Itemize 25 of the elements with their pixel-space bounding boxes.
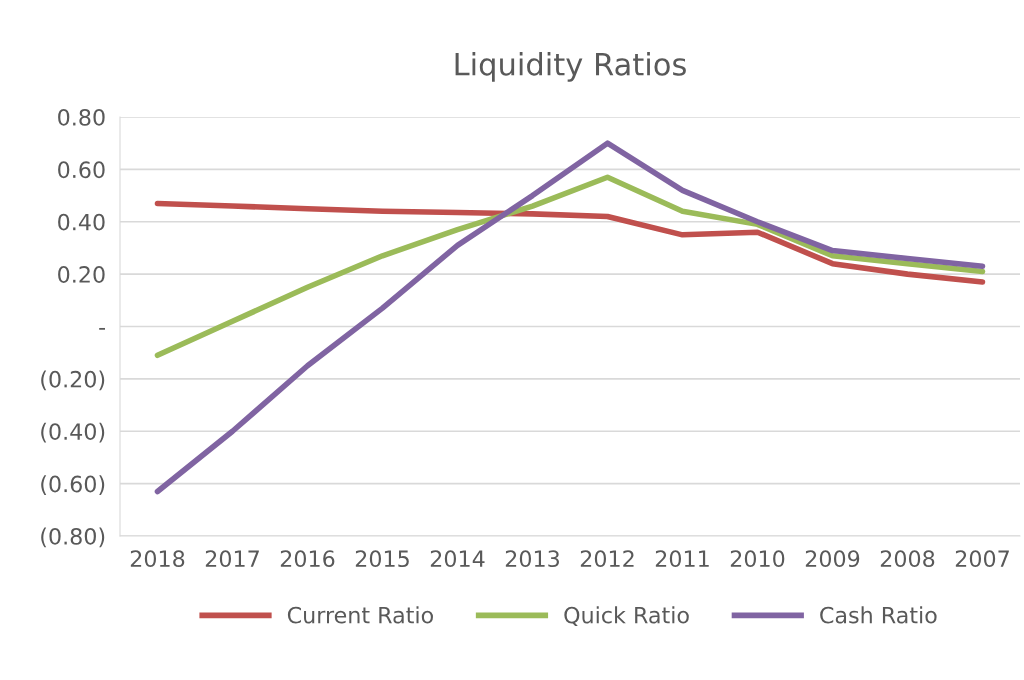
x-tick-label: 2018	[130, 550, 185, 568]
x-tick-label: 2015	[355, 550, 409, 568]
x-tick-label: 2013	[505, 550, 559, 568]
y-tick-label: -	[99, 327, 106, 330]
y-tick-label: (0.60)	[41, 475, 105, 495]
x-tick-label: 2010	[730, 550, 785, 568]
legend-label: Current Ratio	[287, 606, 433, 624]
legend-label: Cash Ratio	[820, 606, 937, 624]
y-tick-label: 0.40	[58, 213, 105, 231]
x-tick-label: 2007	[955, 550, 1009, 568]
chart-title: Liquidity Ratios	[455, 52, 686, 82]
x-tick-label: 2016	[280, 550, 335, 568]
y-tick-label: 0.60	[58, 161, 105, 179]
x-tick-label: 2012	[580, 550, 634, 568]
x-tick-label: 2014	[430, 550, 485, 568]
legend-label: Quick Ratio	[564, 606, 689, 627]
x-tick-label: 2008	[880, 550, 935, 568]
x-tick-label: 2017	[205, 550, 259, 568]
y-tick-label: (0.40)	[41, 422, 105, 443]
x-tick-label: 2011	[655, 550, 709, 568]
y-tick-label: (0.20)	[41, 370, 105, 391]
y-tick-label: 0.20	[58, 266, 105, 283]
x-tick-label: 2009	[805, 550, 860, 568]
y-tick-label: (0.80)	[41, 527, 105, 548]
y-tick-label: 0.80	[58, 108, 105, 126]
